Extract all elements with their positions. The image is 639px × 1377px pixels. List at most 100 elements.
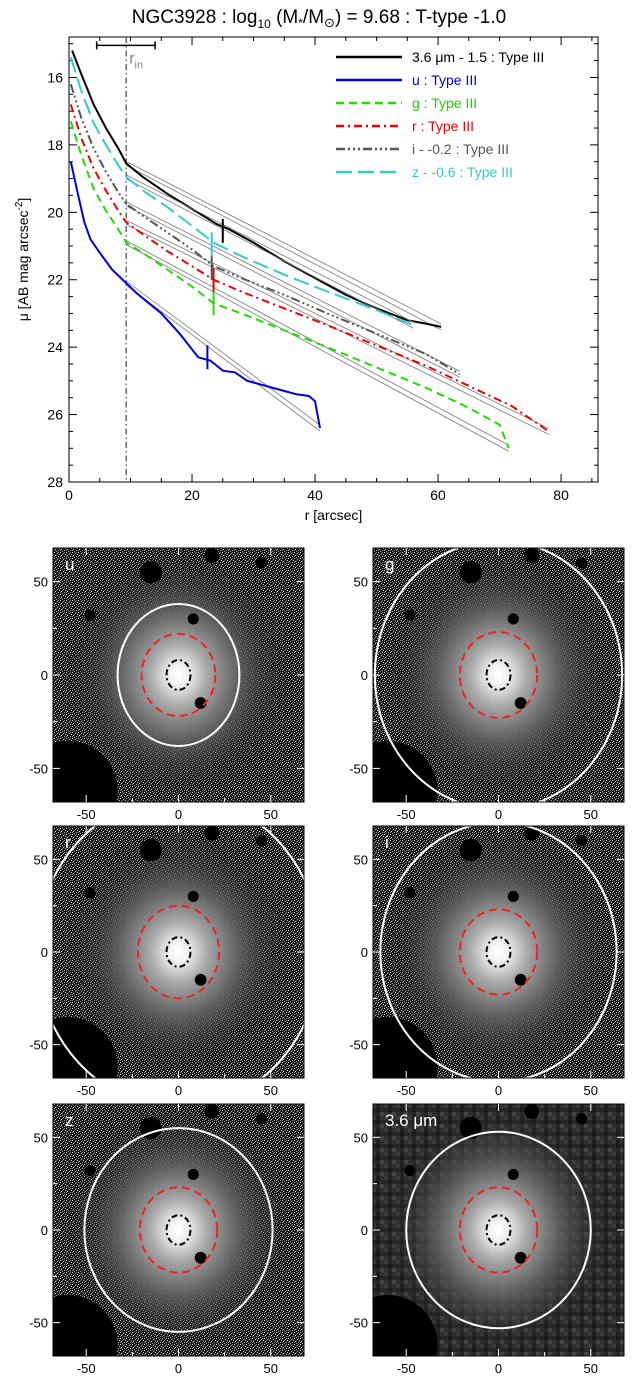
- y-axis-label: μ [AB mag arcsec-2]: [14, 198, 31, 322]
- chart-title: NGC3928 : log10 (M*/M⊙) = 9.68 : T-type …: [132, 7, 506, 31]
- legend-label: u : Type III: [412, 72, 477, 88]
- x-tick-label: 0: [175, 1083, 182, 1098]
- fit-line: [126, 201, 460, 372]
- x-tick-label: -50: [77, 1083, 96, 1098]
- y-tick-label: 0: [361, 1223, 368, 1238]
- x-tick-label: 40: [307, 487, 323, 503]
- x-tick-label: 50: [264, 1083, 278, 1098]
- x-axis-label: r [arcsec]: [305, 507, 363, 523]
- y-tick-label: -50: [349, 761, 368, 776]
- y-tick-label: 50: [354, 852, 368, 867]
- x-tick-label: 50: [264, 1361, 278, 1376]
- legend-label: z - -0.6 : Type III: [412, 164, 513, 180]
- mask-circle: [84, 887, 96, 899]
- image-panel: 3.6 μm -50 0 50 -50 0 50: [349, 1103, 625, 1376]
- mask-circle: [187, 613, 199, 625]
- x-tick-label: 50: [584, 807, 598, 822]
- fit-line: [126, 224, 549, 435]
- mask-circle: [404, 887, 416, 899]
- mask-circle: [53, 740, 118, 802]
- outer-ellipse: [83, 1127, 274, 1333]
- series-line: [71, 50, 442, 328]
- legend-label: 3.6 μm - 1.5 : Type III: [412, 49, 544, 65]
- mask-circle: [514, 697, 527, 709]
- x-tick-label: 0: [495, 807, 502, 822]
- series-line: [69, 56, 414, 327]
- mask-circle: [514, 1251, 527, 1264]
- x-tick-label: 0: [175, 1361, 182, 1376]
- mask-circle: [256, 835, 268, 847]
- band-label: r: [65, 833, 71, 852]
- x-tick-label: -50: [397, 1083, 416, 1098]
- inner-ellipse: [165, 659, 192, 691]
- x-tick-label: 60: [430, 487, 446, 503]
- y-tick-label: 18: [47, 137, 63, 153]
- mask-circle: [459, 561, 482, 584]
- y-tick-label: -50: [349, 1038, 368, 1053]
- y-tick-label: 0: [361, 668, 368, 683]
- x-tick-label: 80: [553, 487, 569, 503]
- y-tick-label: 0: [41, 1223, 48, 1238]
- mask-circle: [194, 973, 207, 986]
- profile-plot: NGC3928 : log10 (M*/M⊙) = 9.68 : T-type …: [14, 7, 599, 523]
- y-tick-label: 50: [34, 852, 48, 867]
- outer-ellipse: [379, 826, 618, 1078]
- galaxy-core: [494, 948, 503, 956]
- mask-circle: [139, 561, 162, 584]
- fit-line: [126, 161, 442, 325]
- y-tick-label: 22: [47, 272, 63, 288]
- x-tick-label: -50: [77, 1361, 96, 1376]
- band-label: z: [65, 1111, 74, 1130]
- y-tick-label: 28: [47, 474, 63, 490]
- mask-circle: [373, 1295, 438, 1356]
- series-line: [69, 83, 461, 375]
- galaxy-core: [174, 671, 183, 679]
- x-tick-label: -50: [397, 807, 416, 822]
- x-tick-label: 50: [584, 1083, 598, 1098]
- legend-label: r : Type III: [412, 118, 474, 134]
- mask-circle: [507, 613, 519, 625]
- fit-line: [126, 244, 509, 452]
- image-panel: z -50 0 50 -50 0 50: [29, 1103, 305, 1376]
- mask-circle: [256, 557, 268, 569]
- y-tick-label: 50: [34, 575, 48, 590]
- mask-circle: [404, 1165, 416, 1177]
- y-tick-label: -50: [349, 1316, 368, 1331]
- y-tick-label: -50: [29, 1316, 48, 1331]
- mask-circle: [204, 826, 220, 841]
- y-tick-label: -50: [29, 761, 48, 776]
- band-label: u: [65, 555, 74, 574]
- fit-line: [126, 165, 442, 331]
- x-tick-label: 50: [584, 1361, 598, 1376]
- outer-ellipse: [405, 1130, 592, 1330]
- mask-circle: [373, 1017, 438, 1078]
- mask-circle: [404, 609, 416, 621]
- r-in-label: rin: [129, 50, 143, 71]
- fit-line: [125, 280, 321, 426]
- inner-ellipse: [485, 936, 512, 968]
- series-line: [69, 161, 321, 429]
- x-tick-label: 50: [264, 807, 278, 822]
- x-tick-label: -50: [77, 807, 96, 822]
- mask-circle: [53, 1295, 118, 1356]
- fit-line: [126, 174, 414, 323]
- mask-circle: [459, 839, 482, 862]
- x-tick-label: 0: [65, 487, 73, 503]
- mask-circle: [204, 548, 220, 563]
- mask-circle: [576, 1113, 588, 1125]
- mask-circle: [576, 557, 588, 569]
- image-panel: i -50 0 50 -50 0 50: [349, 825, 625, 1098]
- mask-circle: [507, 1168, 519, 1180]
- x-tick-label: 20: [184, 487, 200, 503]
- legend-label: i - -0.2 : Type III: [412, 141, 509, 157]
- mask-circle: [373, 740, 438, 802]
- y-tick-label: 0: [41, 668, 48, 683]
- fit-line: [126, 205, 460, 378]
- galaxy-core: [494, 1226, 503, 1234]
- mask-circle: [84, 609, 96, 621]
- fit-line: [126, 178, 414, 329]
- mid-ellipse: [458, 1186, 539, 1274]
